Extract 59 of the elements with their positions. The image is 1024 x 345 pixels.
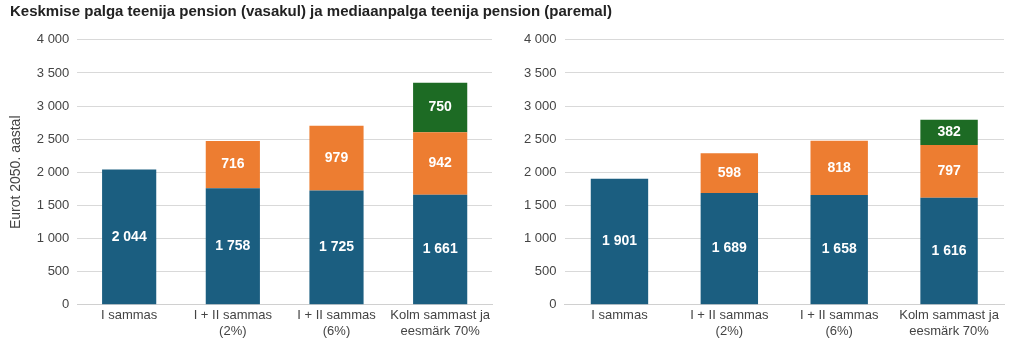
bar xyxy=(413,132,468,195)
data-label: 1 616 xyxy=(931,241,967,258)
data-label: 750 xyxy=(428,98,453,115)
bar xyxy=(309,190,364,305)
y-tick-label: 2 500 xyxy=(36,130,70,146)
bar xyxy=(413,82,468,133)
x-tick-label: I sammas xyxy=(100,307,158,323)
x-tick-label: I + II sammas (2%) xyxy=(193,307,273,338)
data-label: 942 xyxy=(428,154,453,171)
y-tick-label: 1 500 xyxy=(523,197,557,212)
y-tick-label: 3 000 xyxy=(36,97,70,113)
bar xyxy=(700,192,759,305)
data-label: 2 044 xyxy=(111,227,147,244)
y-tick-label: 1 000 xyxy=(36,230,70,246)
bar xyxy=(413,194,468,305)
data-label: 818 xyxy=(827,158,852,175)
data-label: 716 xyxy=(221,155,245,172)
data-label: 1 689 xyxy=(711,239,748,256)
y-tick-label: 4 000 xyxy=(36,31,70,47)
y-tick-label: 1 500 xyxy=(36,197,70,212)
data-label: 979 xyxy=(324,148,349,165)
data-label: 797 xyxy=(937,162,961,179)
bar xyxy=(205,188,260,305)
y-axis-title: Eurot 2050. aastal xyxy=(7,115,24,230)
bar xyxy=(102,169,157,305)
bar xyxy=(205,140,260,189)
x-tick-label: Kolm sammast ja eesmärk 70% xyxy=(899,307,1000,338)
data-label: 598 xyxy=(717,163,742,180)
x-tick-label: Kolm sammast ja eesmärk 70% xyxy=(390,307,491,338)
bar xyxy=(920,144,978,198)
y-tick-label: 2 000 xyxy=(523,163,557,179)
data-label: 382 xyxy=(937,123,961,140)
y-tick-label: 1 000 xyxy=(523,230,557,246)
data-label: 1 758 xyxy=(215,237,251,254)
data-label: 1 661 xyxy=(422,240,458,257)
x-tick-label: I + II sammas (2%) xyxy=(690,307,770,338)
bar xyxy=(810,140,868,195)
y-tick-label: 4 000 xyxy=(523,31,557,47)
bar xyxy=(700,153,759,193)
y-tick-label: 0 xyxy=(62,296,70,312)
chart-title: Keskmise palga teenija pension (vasakul) ja mediaanpalga teenija pension (paremal) xyxy=(10,2,612,19)
data-label: 1 901 xyxy=(601,232,638,249)
y-tick-label: 3 000 xyxy=(523,97,557,113)
bar xyxy=(810,194,868,305)
data-label: 1 725 xyxy=(318,238,355,255)
y-tick-label: 500 xyxy=(534,263,557,279)
bar xyxy=(920,197,978,305)
y-tick-label: 3 500 xyxy=(523,64,557,80)
x-tick-label: I + II sammas (6%) xyxy=(297,307,377,338)
bar xyxy=(590,178,649,305)
y-tick-label: 2 500 xyxy=(523,130,557,146)
y-tick-label: 0 xyxy=(549,296,557,312)
y-tick-label: 2 000 xyxy=(36,163,70,179)
y-tick-label: 500 xyxy=(47,263,70,279)
bar xyxy=(309,125,364,191)
x-tick-label: I + II sammas (6%) xyxy=(800,307,879,338)
y-tick-label: 3 500 xyxy=(36,64,70,80)
x-tick-label: I sammas xyxy=(591,307,649,323)
data-label: 1 658 xyxy=(821,240,857,257)
